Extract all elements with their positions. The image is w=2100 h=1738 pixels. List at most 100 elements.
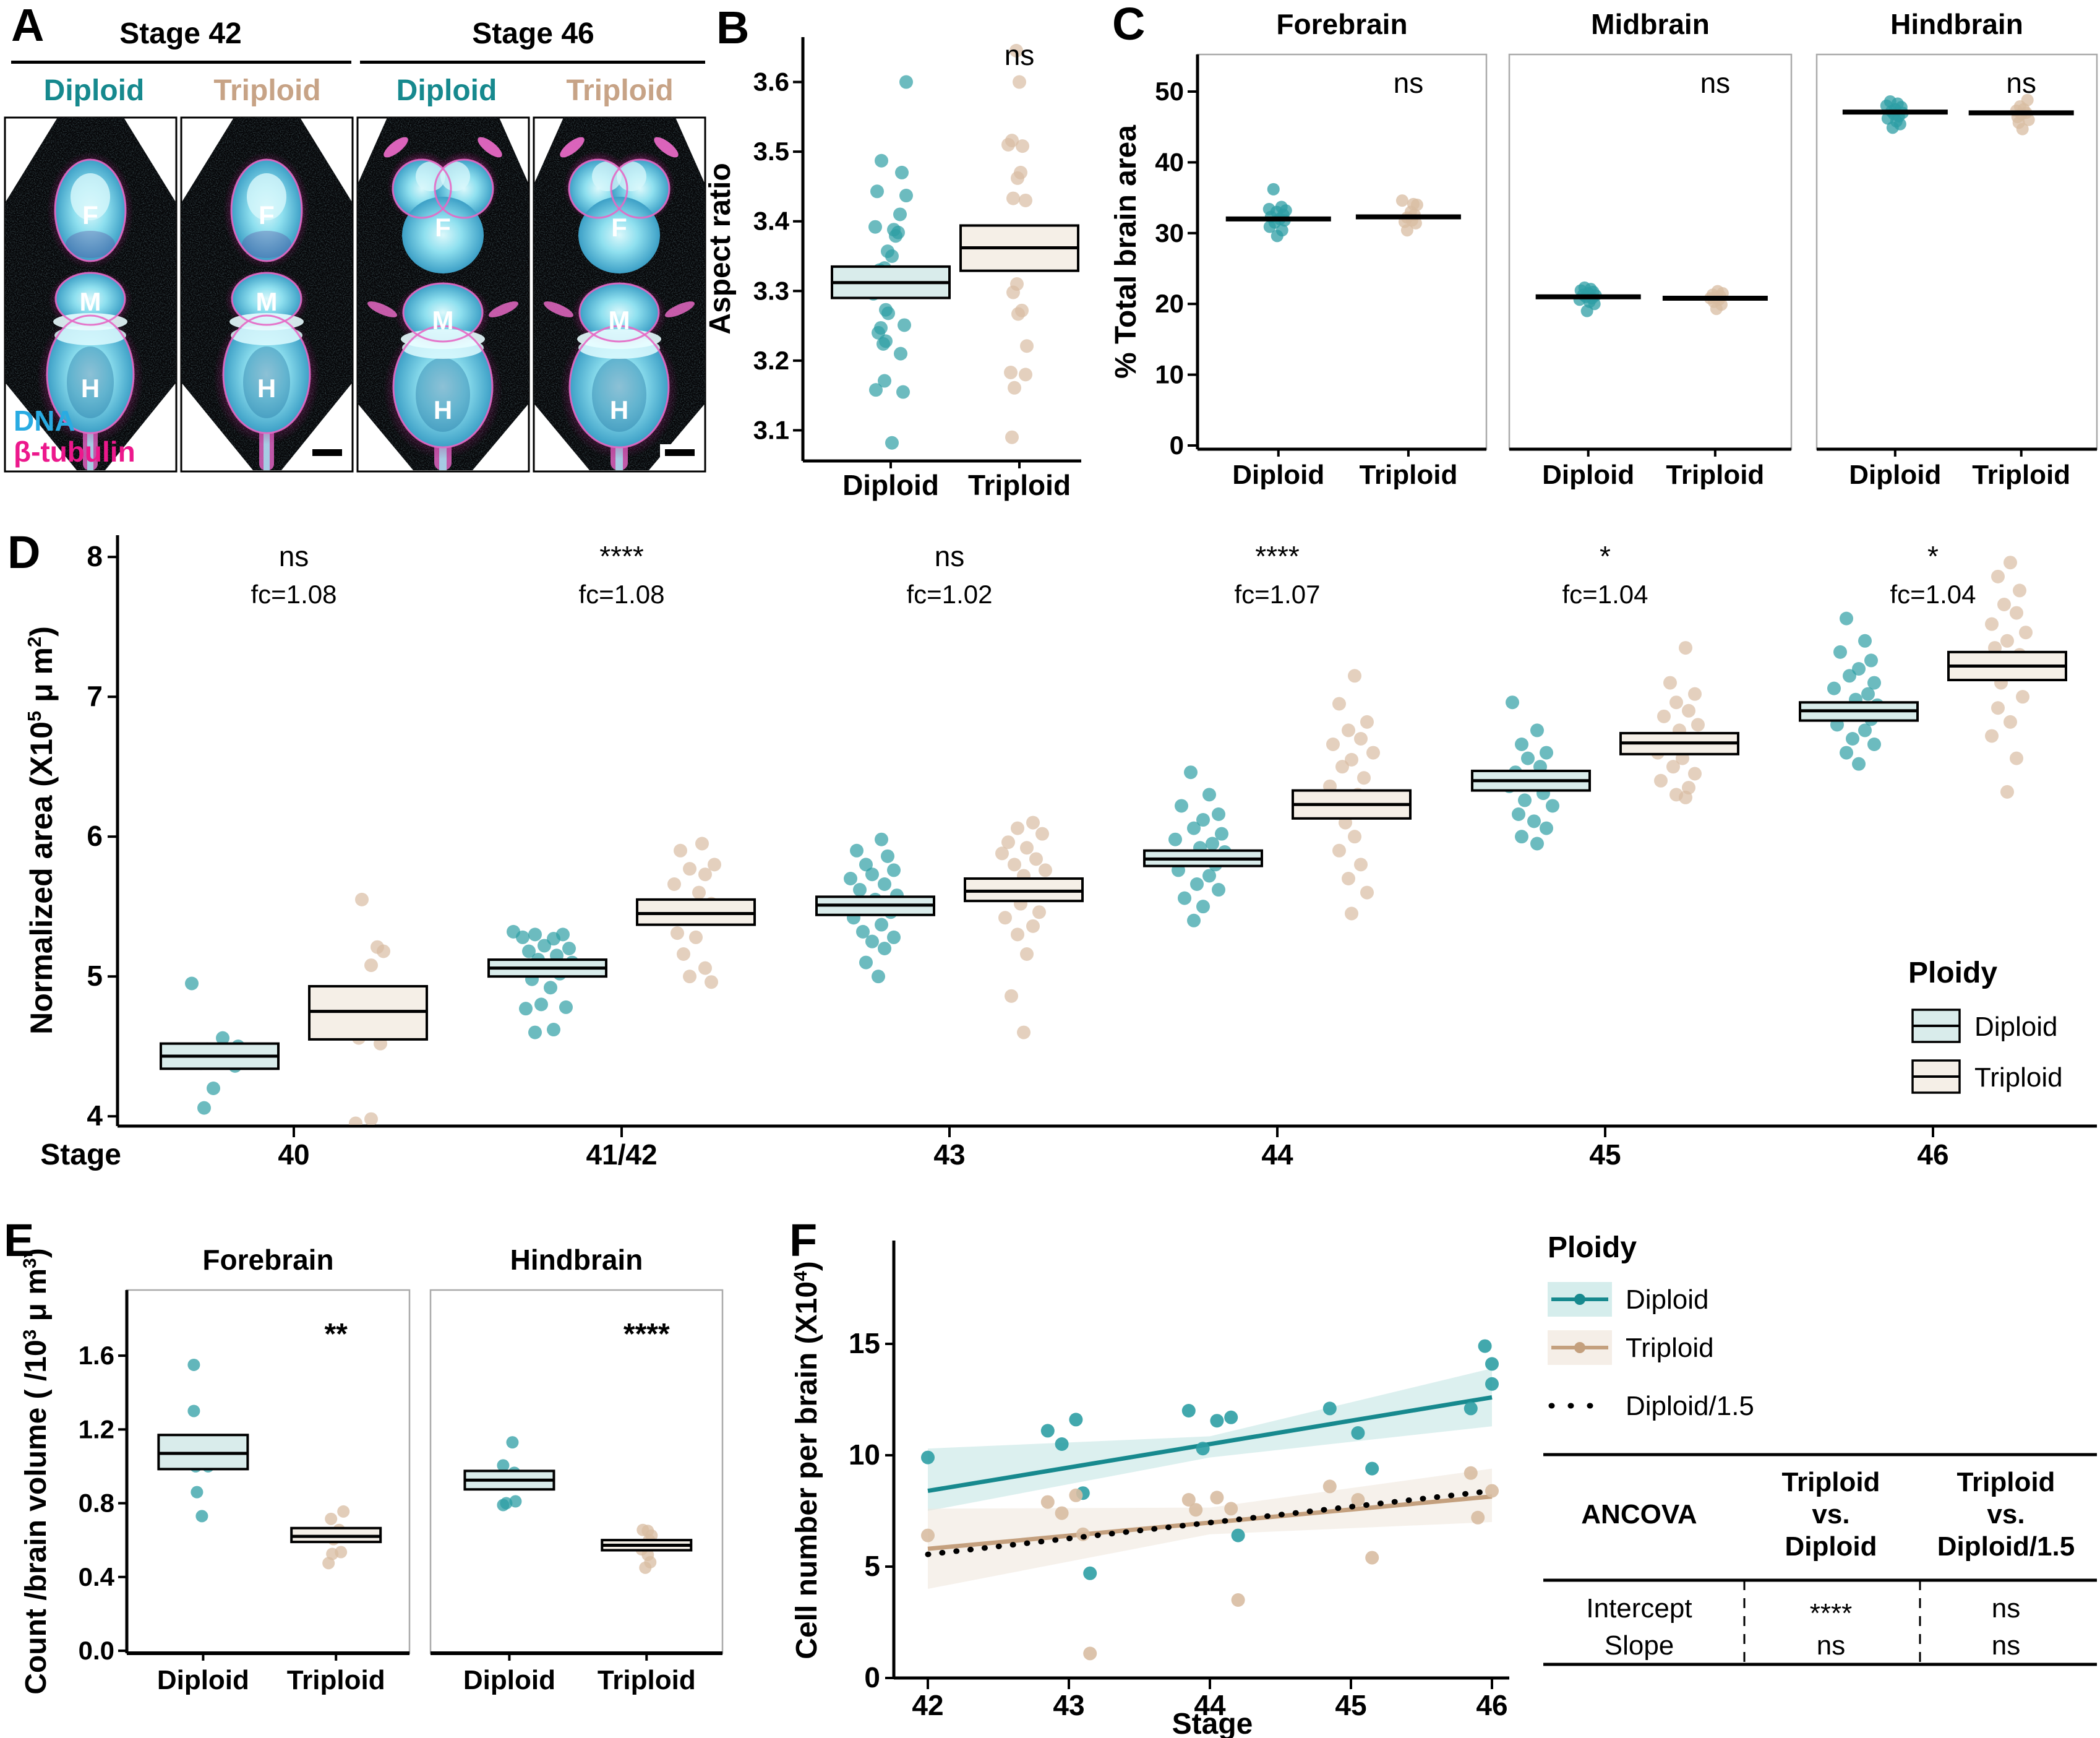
data-point-triploid xyxy=(1360,715,1374,729)
tubulin-protrusion xyxy=(654,137,679,158)
data-point-diploid xyxy=(1478,1339,1492,1353)
x-tick-label: 46 xyxy=(1476,1689,1507,1721)
forebrain-core xyxy=(416,161,445,191)
data-point-diploid xyxy=(875,832,888,846)
data-point-triploid xyxy=(1029,852,1043,866)
y-tick-label: 7 xyxy=(87,680,103,712)
table-header: Triploid xyxy=(1957,1467,2055,1497)
data-point-triploid xyxy=(1332,697,1346,711)
trend-line-diploid xyxy=(927,1395,1493,1494)
data-point-diploid xyxy=(896,385,910,399)
stage-tick-label: 45 xyxy=(1589,1138,1621,1171)
data-point-diploid xyxy=(197,1101,211,1115)
data-point-triploid xyxy=(1666,760,1680,774)
data-point-triploid xyxy=(1017,1025,1031,1039)
x-category-label: Triploid xyxy=(1359,460,1457,490)
data-point-diploid xyxy=(872,970,885,984)
legend-title: Ploidy xyxy=(1548,1231,1637,1264)
y-tick-label: 0 xyxy=(864,1661,880,1693)
data-point-triploid xyxy=(692,885,706,900)
data-point-triploid xyxy=(667,877,681,892)
data-point-diploid xyxy=(1202,788,1216,802)
data-point-triploid xyxy=(1011,307,1025,321)
region-label-f: F xyxy=(82,200,98,230)
data-point-triploid xyxy=(1348,830,1361,844)
significance-label: **** xyxy=(624,1318,670,1351)
column-label-triploid: Triploid xyxy=(566,74,673,107)
data-point-triploid xyxy=(1020,339,1034,353)
stage-tick-label: 43 xyxy=(933,1138,965,1171)
forebrain-core xyxy=(71,173,110,220)
data-point-triploid xyxy=(377,944,390,958)
subpanel-title: Midbrain xyxy=(1591,8,1710,40)
data-point-triploid xyxy=(1019,193,1032,207)
tubulin-protrusion xyxy=(367,301,397,317)
data-point-triploid xyxy=(1663,676,1677,690)
data-point-triploid xyxy=(1991,569,2005,583)
significance-label: ns xyxy=(1700,67,1731,99)
data-point-triploid xyxy=(1669,695,1683,710)
data-point-diploid xyxy=(1196,900,1210,914)
tubulin-rim xyxy=(610,158,671,219)
significance-label: ns xyxy=(1394,67,1424,99)
tubulin-protrusion xyxy=(560,137,585,158)
data-point-triploid xyxy=(1345,906,1358,921)
y-tick-label: 5 xyxy=(87,960,103,992)
y-tick-label: 10 xyxy=(1155,360,1184,389)
data-point-diploid xyxy=(1867,676,1881,690)
tubulin-protrusion xyxy=(489,301,518,317)
tubulin-protrusion xyxy=(665,301,695,317)
data-point-triploid xyxy=(998,911,1012,925)
data-point-triploid xyxy=(2022,113,2035,126)
forebrain-body xyxy=(402,197,484,273)
data-point-triploid xyxy=(1360,885,1374,900)
data-point-triploid xyxy=(1326,738,1340,752)
significance-label: ns xyxy=(1005,39,1035,71)
x-tick-label: 45 xyxy=(1335,1689,1366,1721)
data-point-diploid xyxy=(865,867,879,882)
significance-label: **** xyxy=(599,540,644,572)
y-axis-label: % Total brain area xyxy=(1110,125,1142,379)
data-point-diploid xyxy=(1212,883,1225,897)
midbrain-band xyxy=(53,313,127,330)
tubulin-protrusion xyxy=(384,137,408,158)
data-point-diploid xyxy=(1178,891,1191,905)
data-point-diploid xyxy=(506,1436,519,1449)
region-label-m: M xyxy=(80,287,101,316)
data-point-triploid xyxy=(1657,709,1671,723)
data-point-diploid xyxy=(1827,681,1841,695)
data-point-diploid xyxy=(1840,746,1853,760)
data-point-triploid xyxy=(1991,701,2005,715)
data-point-triploid xyxy=(2013,583,2026,598)
data-point-triploid xyxy=(1011,171,1024,185)
y-tick-label: 5 xyxy=(864,1550,880,1582)
panel-b: 3.1 3.2 3.3 3.4 3.5 3.6 Aspect ratio Diploid Tri… xyxy=(704,37,1081,501)
data-point-diploid xyxy=(899,75,913,89)
table-row-label: Slope xyxy=(1605,1630,1674,1661)
data-point-diploid xyxy=(889,229,902,243)
data-point-diploid xyxy=(1184,765,1198,780)
data-point-triploid xyxy=(337,1505,350,1518)
scale-bar xyxy=(312,449,342,456)
table-cell-value: **** xyxy=(1810,1598,1853,1628)
data-point-triploid xyxy=(1006,191,1020,205)
data-point-diploid xyxy=(187,1358,200,1371)
hindbrain-core xyxy=(243,346,290,418)
data-point-diploid xyxy=(516,930,529,944)
stage-tick-label: 44 xyxy=(1261,1138,1293,1171)
table-header: ANCOVA xyxy=(1581,1499,1697,1529)
region-label-f: F xyxy=(259,200,275,230)
data-point-diploid xyxy=(895,165,909,179)
midbrain xyxy=(232,273,301,325)
forebrain-core xyxy=(617,161,646,191)
data-point-triploid xyxy=(2004,715,2017,729)
data-point-diploid xyxy=(544,981,557,995)
data-point-triploid xyxy=(1032,905,1046,919)
data-point-diploid xyxy=(859,858,873,872)
y-tick-label: 30 xyxy=(1155,218,1184,247)
data-point-diploid xyxy=(1055,1437,1069,1451)
data-point-diploid xyxy=(865,934,879,949)
data-point-diploid xyxy=(1540,821,1553,835)
